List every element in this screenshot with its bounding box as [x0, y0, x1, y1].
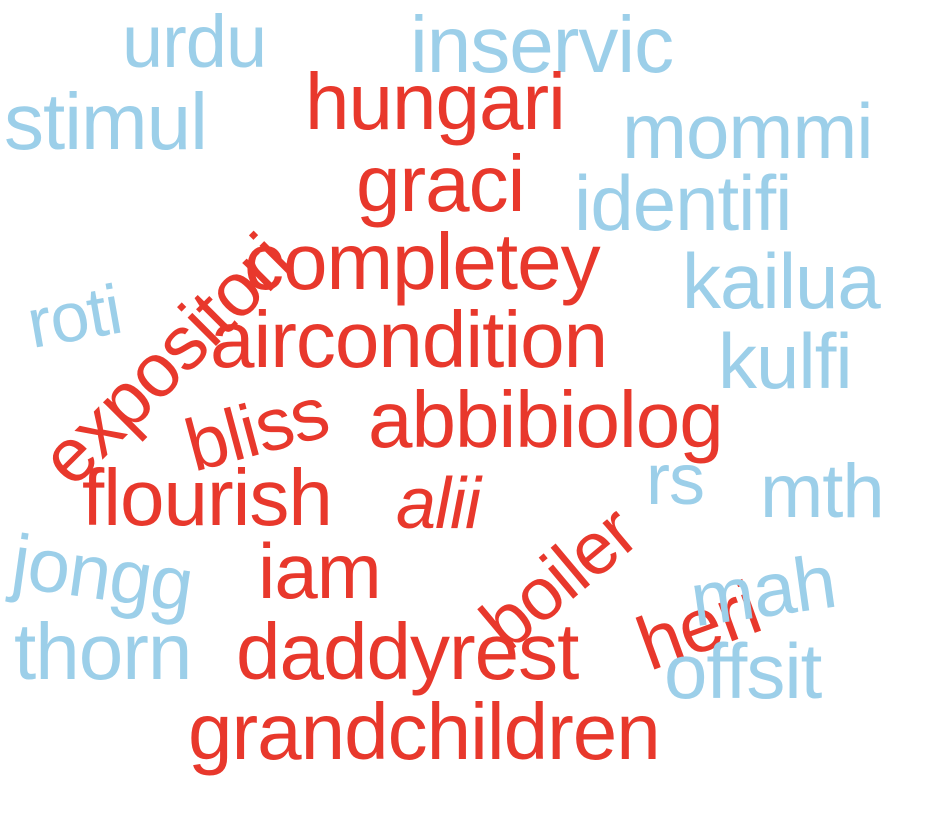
word-flourish: flourish — [82, 453, 333, 542]
word-rs: rs — [646, 440, 705, 520]
word-mah: mah — [685, 538, 841, 644]
word-aircondition: aircondition — [210, 295, 608, 384]
word-graci: graci — [356, 139, 525, 228]
word-urdu: urdu — [122, 0, 267, 83]
word-inservic: inservic — [410, 0, 674, 89]
word-stimul: stimul — [4, 77, 208, 166]
word-grandchildren: grandchildren — [188, 687, 661, 776]
word-mth: mth — [760, 449, 885, 534]
word-hungari: hungari — [305, 57, 566, 146]
word-mommi: mommi — [622, 87, 874, 175]
word-offsit: offsit — [664, 627, 822, 715]
word-abbibiolog: abbibiolog — [368, 375, 724, 464]
word-roti: roti — [21, 269, 127, 363]
word-iam: iam — [258, 527, 382, 615]
word-completey: completey — [244, 217, 601, 306]
word-identifi: identifi — [574, 159, 792, 247]
word-kailua: kailua — [682, 237, 881, 325]
word-thorn: thorn — [14, 607, 192, 696]
word-kulfi: kulfi — [718, 317, 853, 405]
word-alii: alii — [396, 464, 481, 544]
word-daddyrest: daddyrest — [236, 607, 579, 696]
